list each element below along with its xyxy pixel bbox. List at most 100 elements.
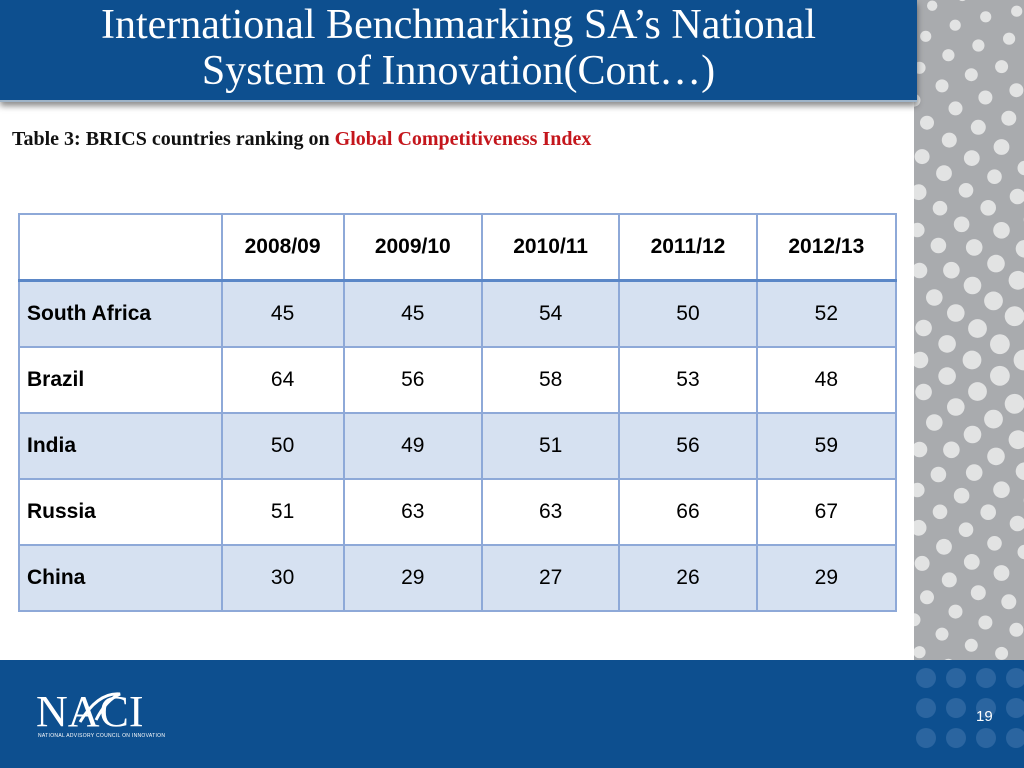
table-cell: 50 xyxy=(220,412,345,480)
decorative-dot xyxy=(1013,349,1024,371)
decorative-dot xyxy=(949,19,961,31)
decorative-dot xyxy=(926,414,943,431)
decorative-dot xyxy=(914,222,925,238)
decorative-dot xyxy=(972,39,985,52)
table-cell: 54 xyxy=(480,279,621,348)
table-cell: 66 xyxy=(618,478,758,546)
column-header: 2012/13 xyxy=(755,213,898,282)
decorative-dot xyxy=(1011,5,1023,17)
decorative-dot xyxy=(914,149,930,165)
table-row: Russia 51 63 63 66 67 xyxy=(18,478,898,546)
table-cell: 56 xyxy=(342,346,483,414)
decorative-dot xyxy=(976,698,996,718)
table-row: South Africa 45 45 54 50 52 xyxy=(18,279,898,348)
column-header: 2011/12 xyxy=(618,213,758,282)
column-header: 2010/11 xyxy=(480,213,621,282)
slide-title: International Benchmarking SA’s National… xyxy=(0,0,917,94)
table-row: Brazil 64 56 58 53 48 xyxy=(18,346,898,414)
slide-title-line1: International Benchmarking SA’s National xyxy=(100,2,816,48)
decorative-dot xyxy=(987,447,1005,466)
decorative-dot xyxy=(1001,594,1017,610)
decorative-dot xyxy=(953,216,970,233)
decorative-dot xyxy=(959,0,966,2)
decorative-dot xyxy=(995,60,1009,74)
decorative-dot xyxy=(993,139,1010,155)
row-country: Brazil xyxy=(18,346,223,414)
decorative-dot xyxy=(1004,393,1024,414)
decorative-dot xyxy=(914,262,928,279)
table-cell: 51 xyxy=(480,412,621,480)
table-cell: 67 xyxy=(755,478,898,546)
table-cell: 48 xyxy=(755,346,898,414)
table-row: China 30 29 27 26 29 xyxy=(18,544,898,612)
decorative-dot xyxy=(930,237,947,254)
decorative-dot xyxy=(914,482,925,498)
decorative-dot xyxy=(964,68,978,82)
decorative-dot xyxy=(946,698,966,718)
decorative-dot xyxy=(942,49,955,62)
decorative-dot xyxy=(1017,160,1024,176)
table-caption: Table 3: BRICS countries ranking on Glob… xyxy=(12,128,591,151)
decorative-dot xyxy=(990,365,1010,386)
decorative-dot xyxy=(920,30,932,42)
decorative-dot xyxy=(936,538,952,555)
table-cell: 45 xyxy=(220,279,345,348)
decorative-dot xyxy=(995,646,1009,660)
decorative-dot xyxy=(1009,83,1024,98)
naci-logo: NACI xyxy=(36,687,144,734)
decorative-dot xyxy=(1009,622,1024,637)
decorative-dot xyxy=(1015,240,1024,258)
decorative-dot xyxy=(941,572,957,588)
decorative-dot xyxy=(943,261,960,279)
decorative-dot xyxy=(1008,270,1024,290)
table-cell: 45 xyxy=(342,279,483,348)
table-caption-prefix: Table 3: BRICS countries ranking on xyxy=(12,128,335,150)
decorative-dot-panel xyxy=(914,0,1024,660)
decorative-dot xyxy=(1004,306,1024,327)
decorative-dot xyxy=(980,504,996,520)
decorative-dot xyxy=(947,304,965,322)
decorative-dot xyxy=(963,150,980,167)
table-cell: 64 xyxy=(220,346,345,414)
decorative-dot xyxy=(984,291,1003,311)
decorative-dot xyxy=(1001,110,1017,126)
table-header-row: 2008/09 2009/10 2010/11 2011/12 2012/13 xyxy=(18,213,898,282)
decorative-dot xyxy=(1006,668,1024,688)
column-header: 2009/10 xyxy=(342,213,483,282)
table-cell: 63 xyxy=(480,478,621,546)
decorative-dot xyxy=(980,200,996,216)
decorative-dot xyxy=(965,464,983,481)
decorative-dot xyxy=(990,334,1010,355)
decorative-dot xyxy=(1009,515,1024,532)
decorative-dot xyxy=(920,115,934,130)
footer-bar: NACI NATIONAL ADVISORY COUNCIL ON INNOVA… xyxy=(0,660,1024,768)
decorative-dot xyxy=(914,519,927,536)
slide-title-line2: System of Innovation(Cont…) xyxy=(201,48,716,94)
decorative-dot xyxy=(963,425,982,444)
decorative-dot xyxy=(927,0,938,11)
row-country: Russia xyxy=(18,478,223,546)
decorative-dot xyxy=(941,132,957,148)
table-cell: 29 xyxy=(342,544,483,612)
table-cell: 52 xyxy=(755,279,898,348)
decorative-dot xyxy=(962,350,982,370)
decorative-dot xyxy=(963,276,982,295)
decorative-dot xyxy=(946,728,966,748)
naci-logo-caption: NATIONAL ADVISORY COUNCIL ON INNOVATION xyxy=(38,733,166,739)
decorative-dot xyxy=(970,119,986,135)
decorative-dot xyxy=(976,728,996,748)
decorative-dot xyxy=(932,504,948,520)
decorative-dot xyxy=(993,222,1010,239)
title-bar: International Benchmarking SA’s National… xyxy=(0,0,917,102)
decorative-dot xyxy=(914,613,921,627)
decorative-dot xyxy=(920,590,934,605)
decorative-dot xyxy=(987,254,1005,273)
table-cell: 63 xyxy=(342,478,483,546)
decorative-dot xyxy=(916,698,936,718)
decorative-dot xyxy=(935,627,949,641)
decorative-dot xyxy=(958,522,974,537)
decorative-dot xyxy=(914,184,927,201)
decorative-dot xyxy=(976,668,996,688)
decorative-dot xyxy=(968,319,987,338)
decorative-dot xyxy=(926,289,943,306)
